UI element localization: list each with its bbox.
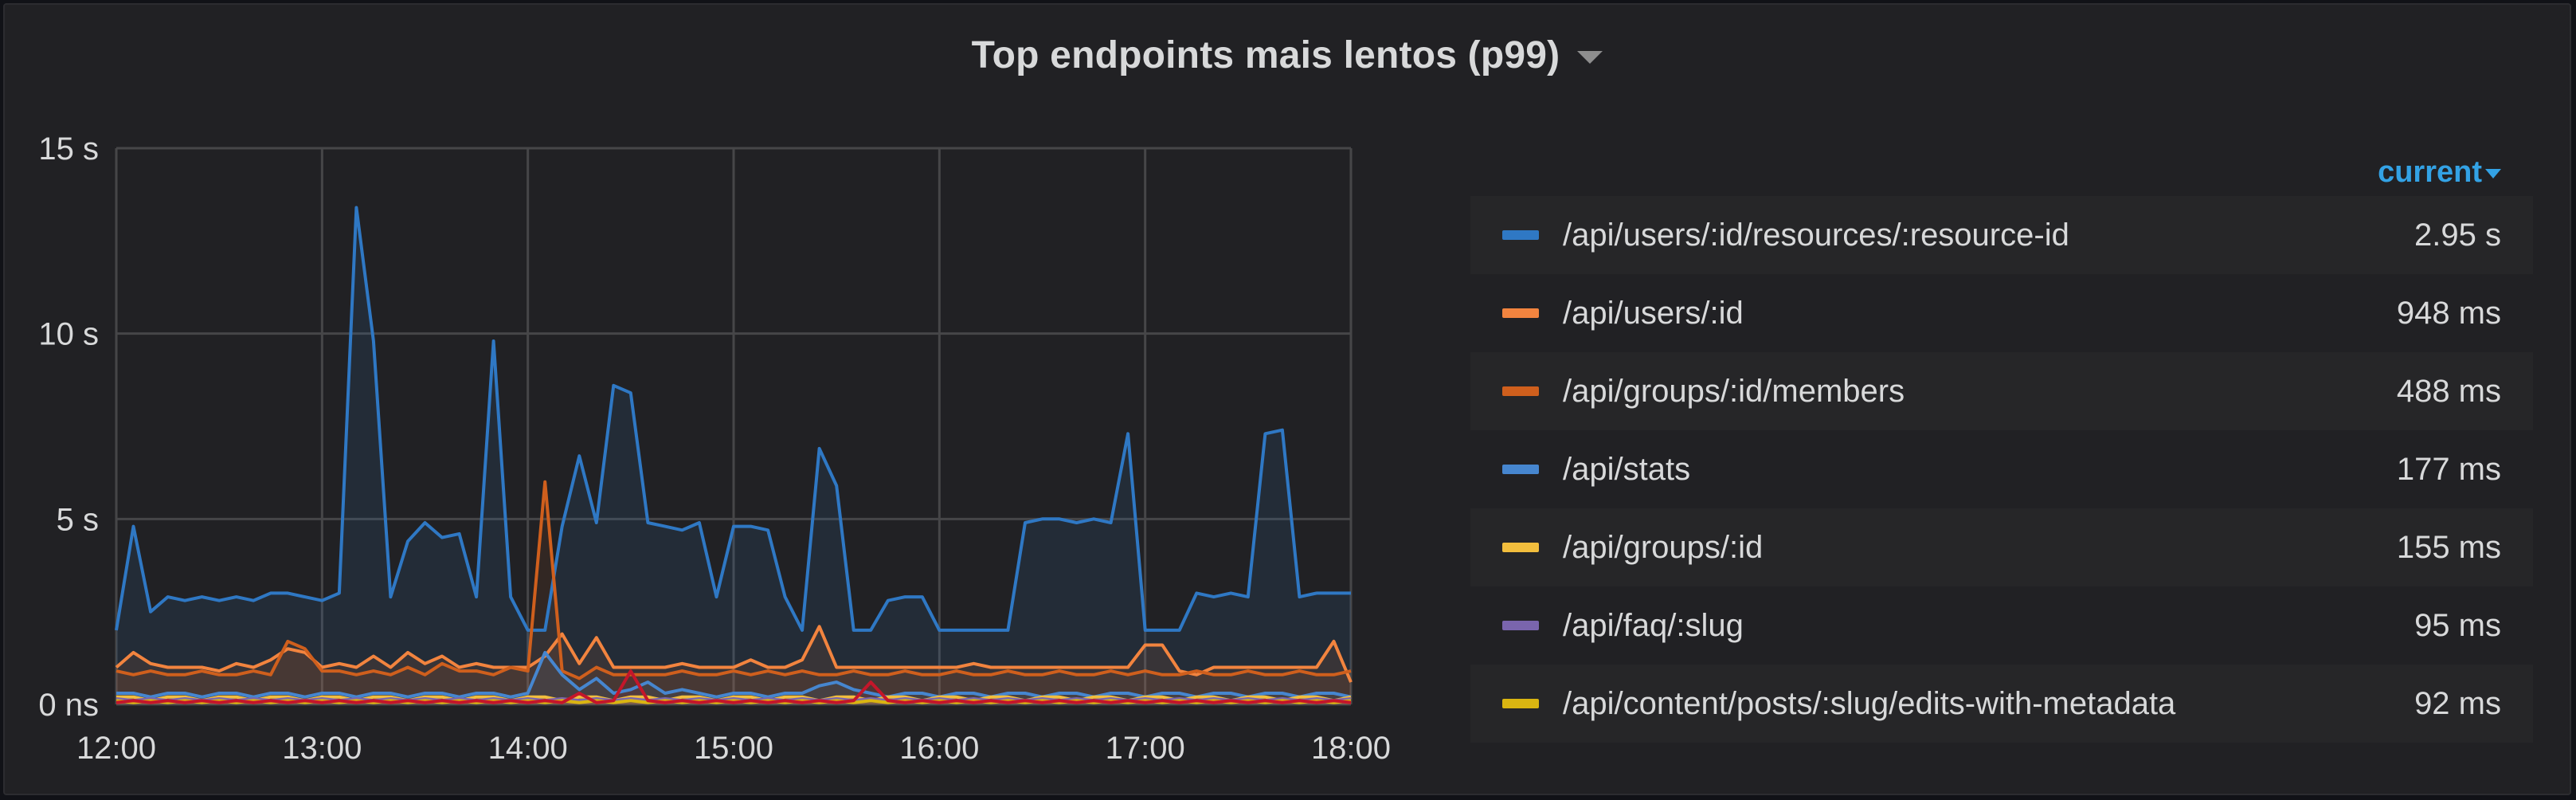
- legend-item-value: 155 ms: [2396, 529, 2501, 565]
- series-area-fill: [116, 626, 1351, 704]
- legend-sort-label[interactable]: current: [2378, 155, 2482, 189]
- series-line[interactable]: [115, 699, 1352, 704]
- series-color-swatch[interactable]: [1502, 699, 1539, 708]
- x-tick-label: 13:00: [282, 731, 362, 766]
- series-line[interactable]: [115, 625, 1353, 683]
- series-line[interactable]: [115, 669, 1352, 704]
- series-color-swatch[interactable]: [1502, 230, 1539, 240]
- legend-item-name[interactable]: /api/groups/:id/members: [1563, 373, 1905, 409]
- caret-down-icon[interactable]: [2485, 169, 2501, 178]
- caret-down-icon[interactable]: [1577, 51, 1603, 64]
- series-line[interactable]: [115, 206, 1351, 632]
- y-axis: 0 ns 5 s 10 s 15 s: [38, 131, 99, 723]
- x-tick-label: 14:00: [488, 731, 568, 766]
- x-tick-label: 17:00: [1106, 731, 1185, 766]
- legend-item-name[interactable]: /api/groups/:id: [1563, 529, 1764, 565]
- panel-title[interactable]: Top endpoints mais lentos (p99): [971, 33, 1560, 76]
- series-area-fill: [116, 207, 1351, 704]
- panel-header[interactable]: Top endpoints mais lentos (p99): [5, 27, 2570, 83]
- graph-panel: Top endpoints mais lentos (p99) 0 ns 5 s 1…: [3, 3, 2571, 795]
- series-color-swatch[interactable]: [1502, 621, 1539, 630]
- legend-item-value: 95 ms: [2414, 607, 2501, 643]
- series-line[interactable]: [115, 697, 1352, 703]
- series-line[interactable]: [116, 695, 1352, 703]
- series-color-swatch[interactable]: [1502, 465, 1539, 474]
- x-axis: 12:00 13:00 14:00 15:00 16:00 17:00 18:00: [76, 731, 1391, 766]
- legend-sort-header[interactable]: current: [1470, 148, 2533, 196]
- series-area-fill: [116, 481, 1351, 704]
- y-tick-label: 10 s: [38, 317, 99, 352]
- legend-item[interactable]: /api/content/posts/:slug/edits-with-meta…: [1470, 665, 2533, 743]
- y-tick-label: 5 s: [57, 502, 99, 537]
- x-tick-label: 15:00: [694, 731, 773, 766]
- graph-legend: current /api/users/:id/resources/:resour…: [1470, 148, 2533, 794]
- legend-item-name[interactable]: /api/users/:id: [1563, 295, 1744, 331]
- legend-item-name[interactable]: /api/faq/:slug: [1563, 607, 1744, 643]
- legend-item-value: 177 ms: [2396, 451, 2501, 487]
- series-line[interactable]: [115, 480, 1352, 680]
- legend-item[interactable]: /api/groups/:id/members 488 ms: [1470, 352, 2533, 430]
- x-tick-label: 16:00: [899, 731, 979, 766]
- legend-item-name[interactable]: /api/content/posts/:slug/edits-with-meta…: [1563, 685, 2176, 721]
- series-color-swatch[interactable]: [1502, 543, 1539, 552]
- graph-grid: [115, 147, 1353, 706]
- legend-item-name[interactable]: /api/stats: [1563, 451, 1691, 487]
- x-tick-label: 12:00: [76, 731, 156, 766]
- legend-item-value: 92 ms: [2414, 685, 2501, 721]
- series-color-swatch[interactable]: [1502, 386, 1539, 396]
- x-tick-label: 18:00: [1311, 731, 1391, 766]
- legend-item[interactable]: /api/groups/:id 155 ms: [1470, 508, 2533, 586]
- legend-item[interactable]: /api/users/:id/resources/:resource-id 2.9…: [1470, 196, 2533, 274]
- y-tick-label: 15 s: [38, 131, 99, 167]
- series-color-swatch[interactable]: [1502, 308, 1539, 318]
- graph-series-lines: [115, 206, 1353, 704]
- y-tick-label: 0 ns: [38, 688, 99, 723]
- time-series-graph[interactable]: 0 ns 5 s 10 s 15 s 12:00 13:00 14:00 15:00 16:0…: [5, 5, 1439, 795]
- legend-item[interactable]: /api/faq/:slug 95 ms: [1470, 586, 2533, 665]
- legend-item-value: 488 ms: [2396, 373, 2501, 409]
- legend-item-name[interactable]: /api/users/:id/resources/:resource-id: [1563, 217, 2069, 253]
- legend-item[interactable]: /api/stats 177 ms: [1470, 430, 2533, 508]
- legend-list[interactable]: /api/users/:id/resources/:resource-id 2.9…: [1470, 196, 2533, 794]
- legend-item[interactable]: /api/users/:id 948 ms: [1470, 274, 2533, 352]
- legend-item-value: 948 ms: [2396, 295, 2501, 331]
- legend-item-value: 2.95 s: [2414, 217, 2501, 253]
